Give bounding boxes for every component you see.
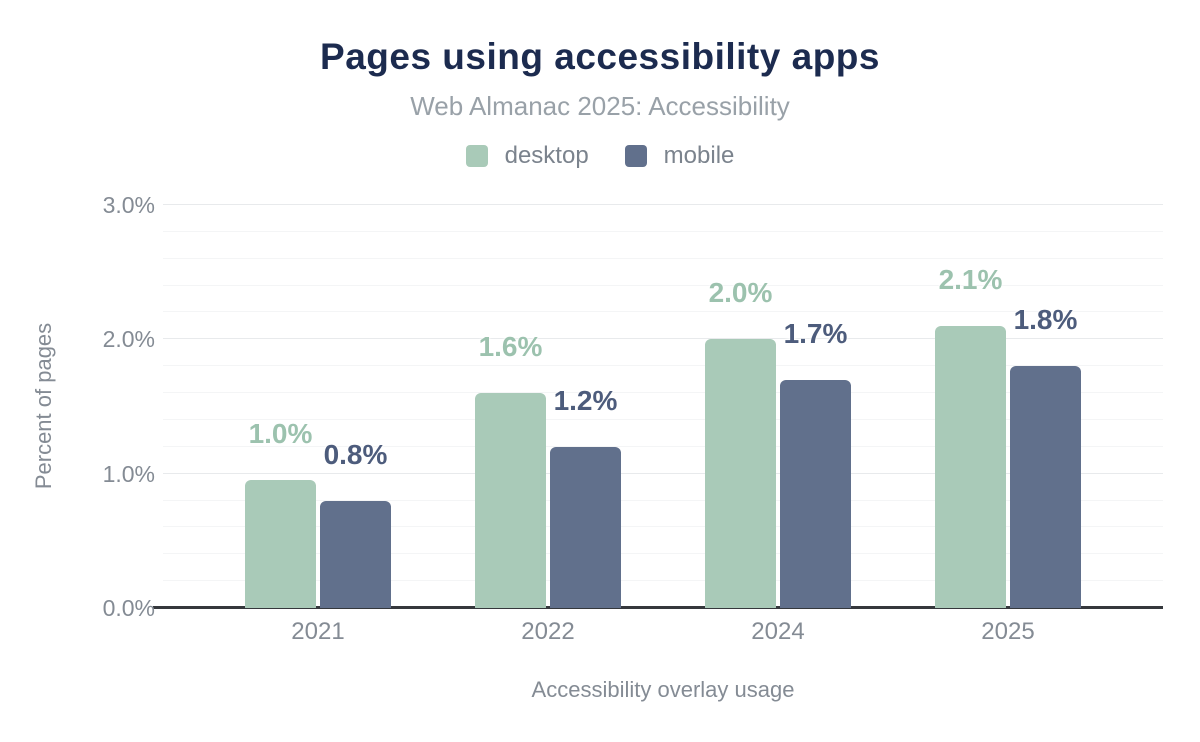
bar-mobile-2024[interactable]	[780, 379, 851, 608]
major-gridline	[163, 472, 1163, 474]
major-gridline	[163, 338, 1163, 340]
y-tick-label: 3.0%	[102, 192, 155, 218]
minor-gridline	[163, 365, 1163, 367]
legend-swatch-desktop	[465, 145, 488, 167]
bar-value-label-desktop-2022: 1.6%	[478, 331, 543, 363]
x-axis-title: Accessibility overlay usage	[531, 677, 795, 702]
chart-title: Pages using accessibility apps	[320, 36, 880, 77]
x-axis-line	[153, 606, 1163, 609]
bar-value-label-mobile-2024: 1.7%	[783, 317, 848, 349]
bar-mobile-2021[interactable]	[320, 500, 391, 608]
bar-desktop-2021[interactable]	[245, 480, 316, 608]
bar-desktop-2025[interactable]	[935, 325, 1006, 608]
bar-value-label-mobile-2021: 0.8%	[323, 438, 388, 470]
minor-gridline	[163, 553, 1163, 555]
legend-label: mobile	[663, 142, 735, 169]
minor-gridline	[163, 257, 1163, 259]
minor-gridline	[163, 311, 1163, 313]
bar-value-label-desktop-2025: 2.1%	[938, 263, 1003, 295]
minor-gridline	[163, 418, 1163, 420]
x-tick-label-2021: 2021	[291, 618, 345, 645]
bar-value-label-desktop-2024: 2.0%	[708, 277, 773, 309]
legend-item-desktop[interactable]: desktop	[465, 142, 589, 170]
x-tick-label-2022: 2022	[521, 618, 575, 645]
legend-item-mobile[interactable]: mobile	[624, 142, 735, 170]
major-gridline	[163, 204, 1163, 205]
y-tick-label: 1.0%	[102, 460, 155, 487]
minor-gridline	[163, 499, 1163, 501]
legend: desktop mobile	[0, 142, 1200, 170]
bar-desktop-2022[interactable]	[475, 393, 546, 608]
x-tick-label-2025: 2025	[981, 618, 1035, 645]
bar-mobile-2025[interactable]	[1010, 366, 1081, 608]
minor-gridline	[163, 580, 1163, 582]
minor-gridline	[163, 526, 1163, 528]
minor-gridline	[163, 230, 1163, 232]
chart-subtitle: Web Almanac 2025: Accessibility	[410, 91, 790, 121]
plot-area: 1.0% 1.6% 2.0% 2.1% 0.8% 1.2% 1.7% 1.8%	[153, 204, 1163, 609]
bar-desktop-2024[interactable]	[705, 339, 776, 608]
y-axis-title: Percent of pages	[31, 322, 56, 490]
minor-gridline	[163, 445, 1163, 447]
bar-value-label-desktop-2021: 1.0%	[248, 418, 313, 450]
x-tick-label-2024: 2024	[751, 618, 805, 645]
minor-gridline	[163, 284, 1163, 286]
bar-value-label-mobile-2025: 1.8%	[1013, 304, 1078, 336]
y-tick-label: 0.0%	[102, 595, 155, 621]
minor-gridline	[163, 392, 1163, 394]
legend-swatch-mobile	[624, 145, 647, 167]
legend-label: desktop	[504, 142, 589, 169]
bar-value-label-mobile-2022: 1.2%	[553, 384, 618, 416]
y-tick-label: 2.0%	[102, 326, 155, 353]
bar-mobile-2022[interactable]	[550, 446, 621, 608]
